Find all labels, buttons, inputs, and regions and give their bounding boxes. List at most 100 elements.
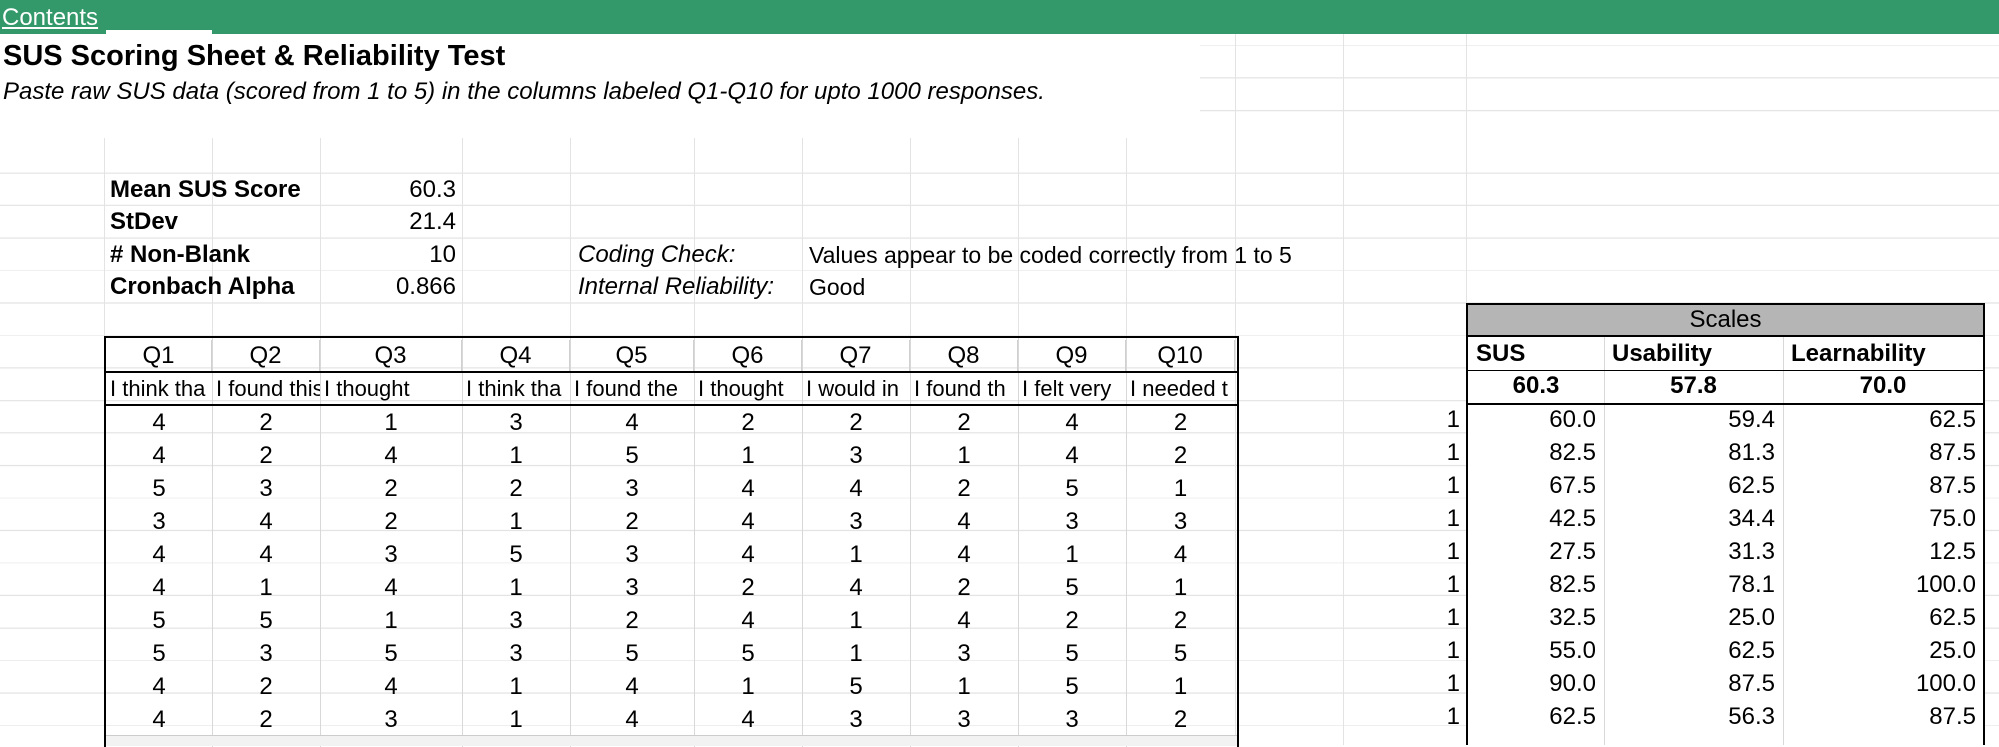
- response-cell[interactable]: 1: [1173, 574, 1188, 601]
- response-cell[interactable]: 3: [625, 541, 639, 568]
- row-flag[interactable]: 1: [1446, 439, 1460, 466]
- header-q3[interactable]: Q3: [320, 340, 462, 372]
- coding-check-value[interactable]: Values appear to be coded correctly from…: [809, 242, 1292, 268]
- response-cell[interactable]: 4: [741, 475, 755, 502]
- row-flag[interactable]: 1: [1446, 406, 1460, 433]
- response-cell[interactable]: 3: [1173, 508, 1188, 535]
- question-text[interactable]: I needed t: [1130, 376, 1228, 401]
- scale-score-cell[interactable]: 78.1: [1728, 571, 1775, 598]
- response-cell[interactable]: 5: [1065, 640, 1079, 667]
- scale-score-cell[interactable]: 75.0: [1929, 505, 1976, 532]
- scale-score-cell[interactable]: 100.0: [1915, 571, 1976, 598]
- header-q2[interactable]: Q2: [212, 340, 320, 372]
- scale-score-cell[interactable]: 60.0: [1549, 406, 1596, 433]
- response-cell[interactable]: 4: [384, 442, 398, 469]
- response-cell[interactable]: 2: [849, 409, 863, 436]
- response-cell[interactable]: 2: [1173, 706, 1188, 733]
- header-q5[interactable]: Q5: [570, 340, 694, 372]
- header-q10[interactable]: Q10: [1126, 340, 1235, 372]
- scale-score-cell[interactable]: 87.5: [1929, 439, 1976, 466]
- response-cell[interactable]: 4: [384, 673, 398, 700]
- question-text[interactable]: I found this s: [216, 376, 320, 401]
- response-cell[interactable]: 4: [152, 541, 166, 568]
- row-flag[interactable]: 1: [1446, 538, 1460, 565]
- response-cell[interactable]: 5: [152, 475, 166, 502]
- response-cell[interactable]: 5: [152, 607, 166, 634]
- response-cell[interactable]: 3: [625, 574, 639, 601]
- response-cell[interactable]: 2: [957, 475, 971, 502]
- scale-score-cell[interactable]: 62.5: [1929, 604, 1976, 631]
- question-text[interactable]: I found th: [914, 376, 1006, 401]
- response-cell[interactable]: 5: [152, 640, 166, 667]
- scale-score-cell[interactable]: 62.5: [1728, 472, 1775, 499]
- response-cell[interactable]: 5: [1173, 640, 1188, 667]
- scale-score-cell[interactable]: 55.0: [1549, 637, 1596, 664]
- response-cell[interactable]: 4: [152, 442, 166, 469]
- reliability-value[interactable]: Good: [809, 274, 866, 300]
- response-cell[interactable]: 3: [1065, 508, 1079, 535]
- scale-score-cell[interactable]: 87.5: [1929, 472, 1976, 499]
- response-cell[interactable]: 1: [1065, 541, 1079, 568]
- header-q7[interactable]: Q7: [802, 340, 910, 372]
- row-flag[interactable]: 1: [1446, 637, 1460, 664]
- response-cell[interactable]: 2: [259, 673, 273, 700]
- stat-value-nonblank[interactable]: 10: [429, 241, 456, 268]
- response-cell[interactable]: 5: [509, 541, 523, 568]
- scale-score-cell[interactable]: 31.3: [1728, 538, 1775, 565]
- question-text[interactable]: I would in: [806, 376, 899, 401]
- scale-score-cell[interactable]: 56.3: [1728, 703, 1775, 730]
- response-cell[interactable]: 3: [849, 442, 863, 469]
- row-flag[interactable]: 1: [1446, 604, 1460, 631]
- response-cell[interactable]: 1: [1173, 673, 1188, 700]
- scale-score-cell[interactable]: 25.0: [1728, 604, 1775, 631]
- scale-score-cell[interactable]: 100.0: [1915, 670, 1976, 697]
- scale-score-cell[interactable]: 32.5: [1549, 604, 1596, 631]
- response-cell[interactable]: 3: [384, 541, 398, 568]
- question-text[interactable]: I thought: [698, 376, 784, 401]
- response-cell[interactable]: 4: [384, 574, 398, 601]
- response-cell[interactable]: 3: [849, 508, 863, 535]
- response-cell[interactable]: 4: [625, 706, 639, 733]
- response-cell[interactable]: 4: [152, 673, 166, 700]
- header-q1[interactable]: Q1: [106, 340, 212, 372]
- response-cell[interactable]: 4: [259, 508, 273, 535]
- response-cell[interactable]: 2: [509, 475, 523, 502]
- response-cell[interactable]: 1: [509, 706, 523, 733]
- response-cell[interactable]: 1: [741, 673, 755, 700]
- response-cell[interactable]: 1: [509, 574, 523, 601]
- response-cell[interactable]: 2: [259, 706, 273, 733]
- response-cell[interactable]: 3: [957, 640, 971, 667]
- response-cell[interactable]: 4: [957, 607, 971, 634]
- response-cell[interactable]: 4: [152, 574, 166, 601]
- scale-score-cell[interactable]: 25.0: [1929, 637, 1976, 664]
- stat-value-alpha[interactable]: 0.866: [395, 273, 456, 300]
- response-cell[interactable]: 2: [259, 409, 273, 436]
- scale-score-cell[interactable]: 62.5: [1929, 406, 1976, 433]
- response-cell[interactable]: 5: [849, 673, 863, 700]
- scale-mean-usability[interactable]: 57.8: [1670, 372, 1717, 399]
- response-cell[interactable]: 4: [625, 409, 639, 436]
- response-cell[interactable]: 4: [152, 409, 166, 436]
- scale-score-cell[interactable]: 62.5: [1549, 703, 1596, 730]
- scale-score-cell[interactable]: 87.5: [1929, 703, 1976, 730]
- response-cell[interactable]: 5: [625, 442, 639, 469]
- response-cell[interactable]: 2: [625, 607, 639, 634]
- response-cell[interactable]: 5: [1065, 574, 1079, 601]
- scale-score-cell[interactable]: 42.5: [1549, 505, 1596, 532]
- response-cell[interactable]: 1: [259, 574, 273, 601]
- response-cell[interactable]: 4: [741, 607, 755, 634]
- stat-value-stdev[interactable]: 21.4: [409, 208, 456, 235]
- scale-score-cell[interactable]: 27.5: [1549, 538, 1596, 565]
- response-cell[interactable]: 4: [259, 541, 273, 568]
- scale-score-cell[interactable]: 34.4: [1728, 505, 1775, 532]
- response-cell[interactable]: 3: [259, 640, 273, 667]
- response-cell[interactable]: 2: [384, 475, 398, 502]
- scale-score-cell[interactable]: 82.5: [1549, 571, 1596, 598]
- response-cell[interactable]: 4: [152, 706, 166, 733]
- scale-score-cell[interactable]: 67.5: [1549, 472, 1596, 499]
- response-cell[interactable]: 2: [1173, 442, 1188, 469]
- response-cell[interactable]: 4: [1065, 442, 1079, 469]
- response-cell[interactable]: 5: [741, 640, 755, 667]
- question-text[interactable]: I think tha: [110, 376, 206, 401]
- response-cell[interactable]: 2: [957, 574, 971, 601]
